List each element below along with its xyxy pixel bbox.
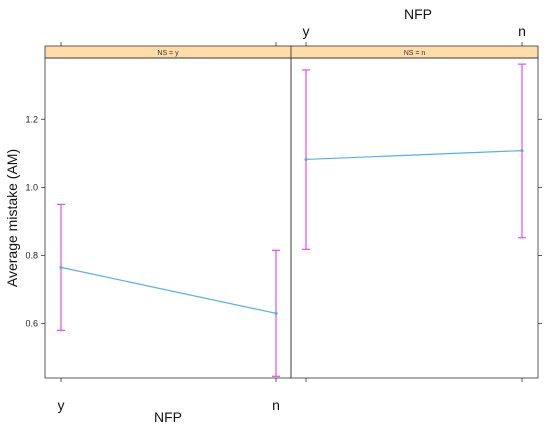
y-axis-title: Average mistake (AM) [4,149,20,287]
panel-strip-label: NS = y [157,50,179,57]
x-category-label-top: y [303,23,310,39]
y-tick-label: 1.0 [25,182,38,192]
y-tick-label: 0.8 [25,250,38,260]
x-category-label-bottom: n [272,397,280,413]
x-axis-title-top: NFP [404,6,432,22]
panel-frame [44,57,292,379]
data-point [274,311,278,315]
panels-layer: NS = y 0.6 0.8 1.0 1.2 NS = n y n y n [25,23,542,413]
series-line [305,149,523,161]
data-point [304,157,308,162]
panel-2: NS = n [290,42,542,382]
y-tick-label: 1.2 [25,114,38,124]
panel-1: NS = y 0.6 0.8 1.0 1.2 [25,42,292,382]
y-tick-label: 0.6 [25,319,38,329]
x-category-label-bottom: y [58,397,65,413]
data-point [59,265,63,269]
panel-strip-label: NS = n [404,50,426,57]
x-category-label-top: n [518,23,526,39]
x-axis-title-bottom: NFP [154,409,182,425]
data-point [520,148,524,153]
panel-frame [290,57,539,379]
series-line [60,266,277,314]
